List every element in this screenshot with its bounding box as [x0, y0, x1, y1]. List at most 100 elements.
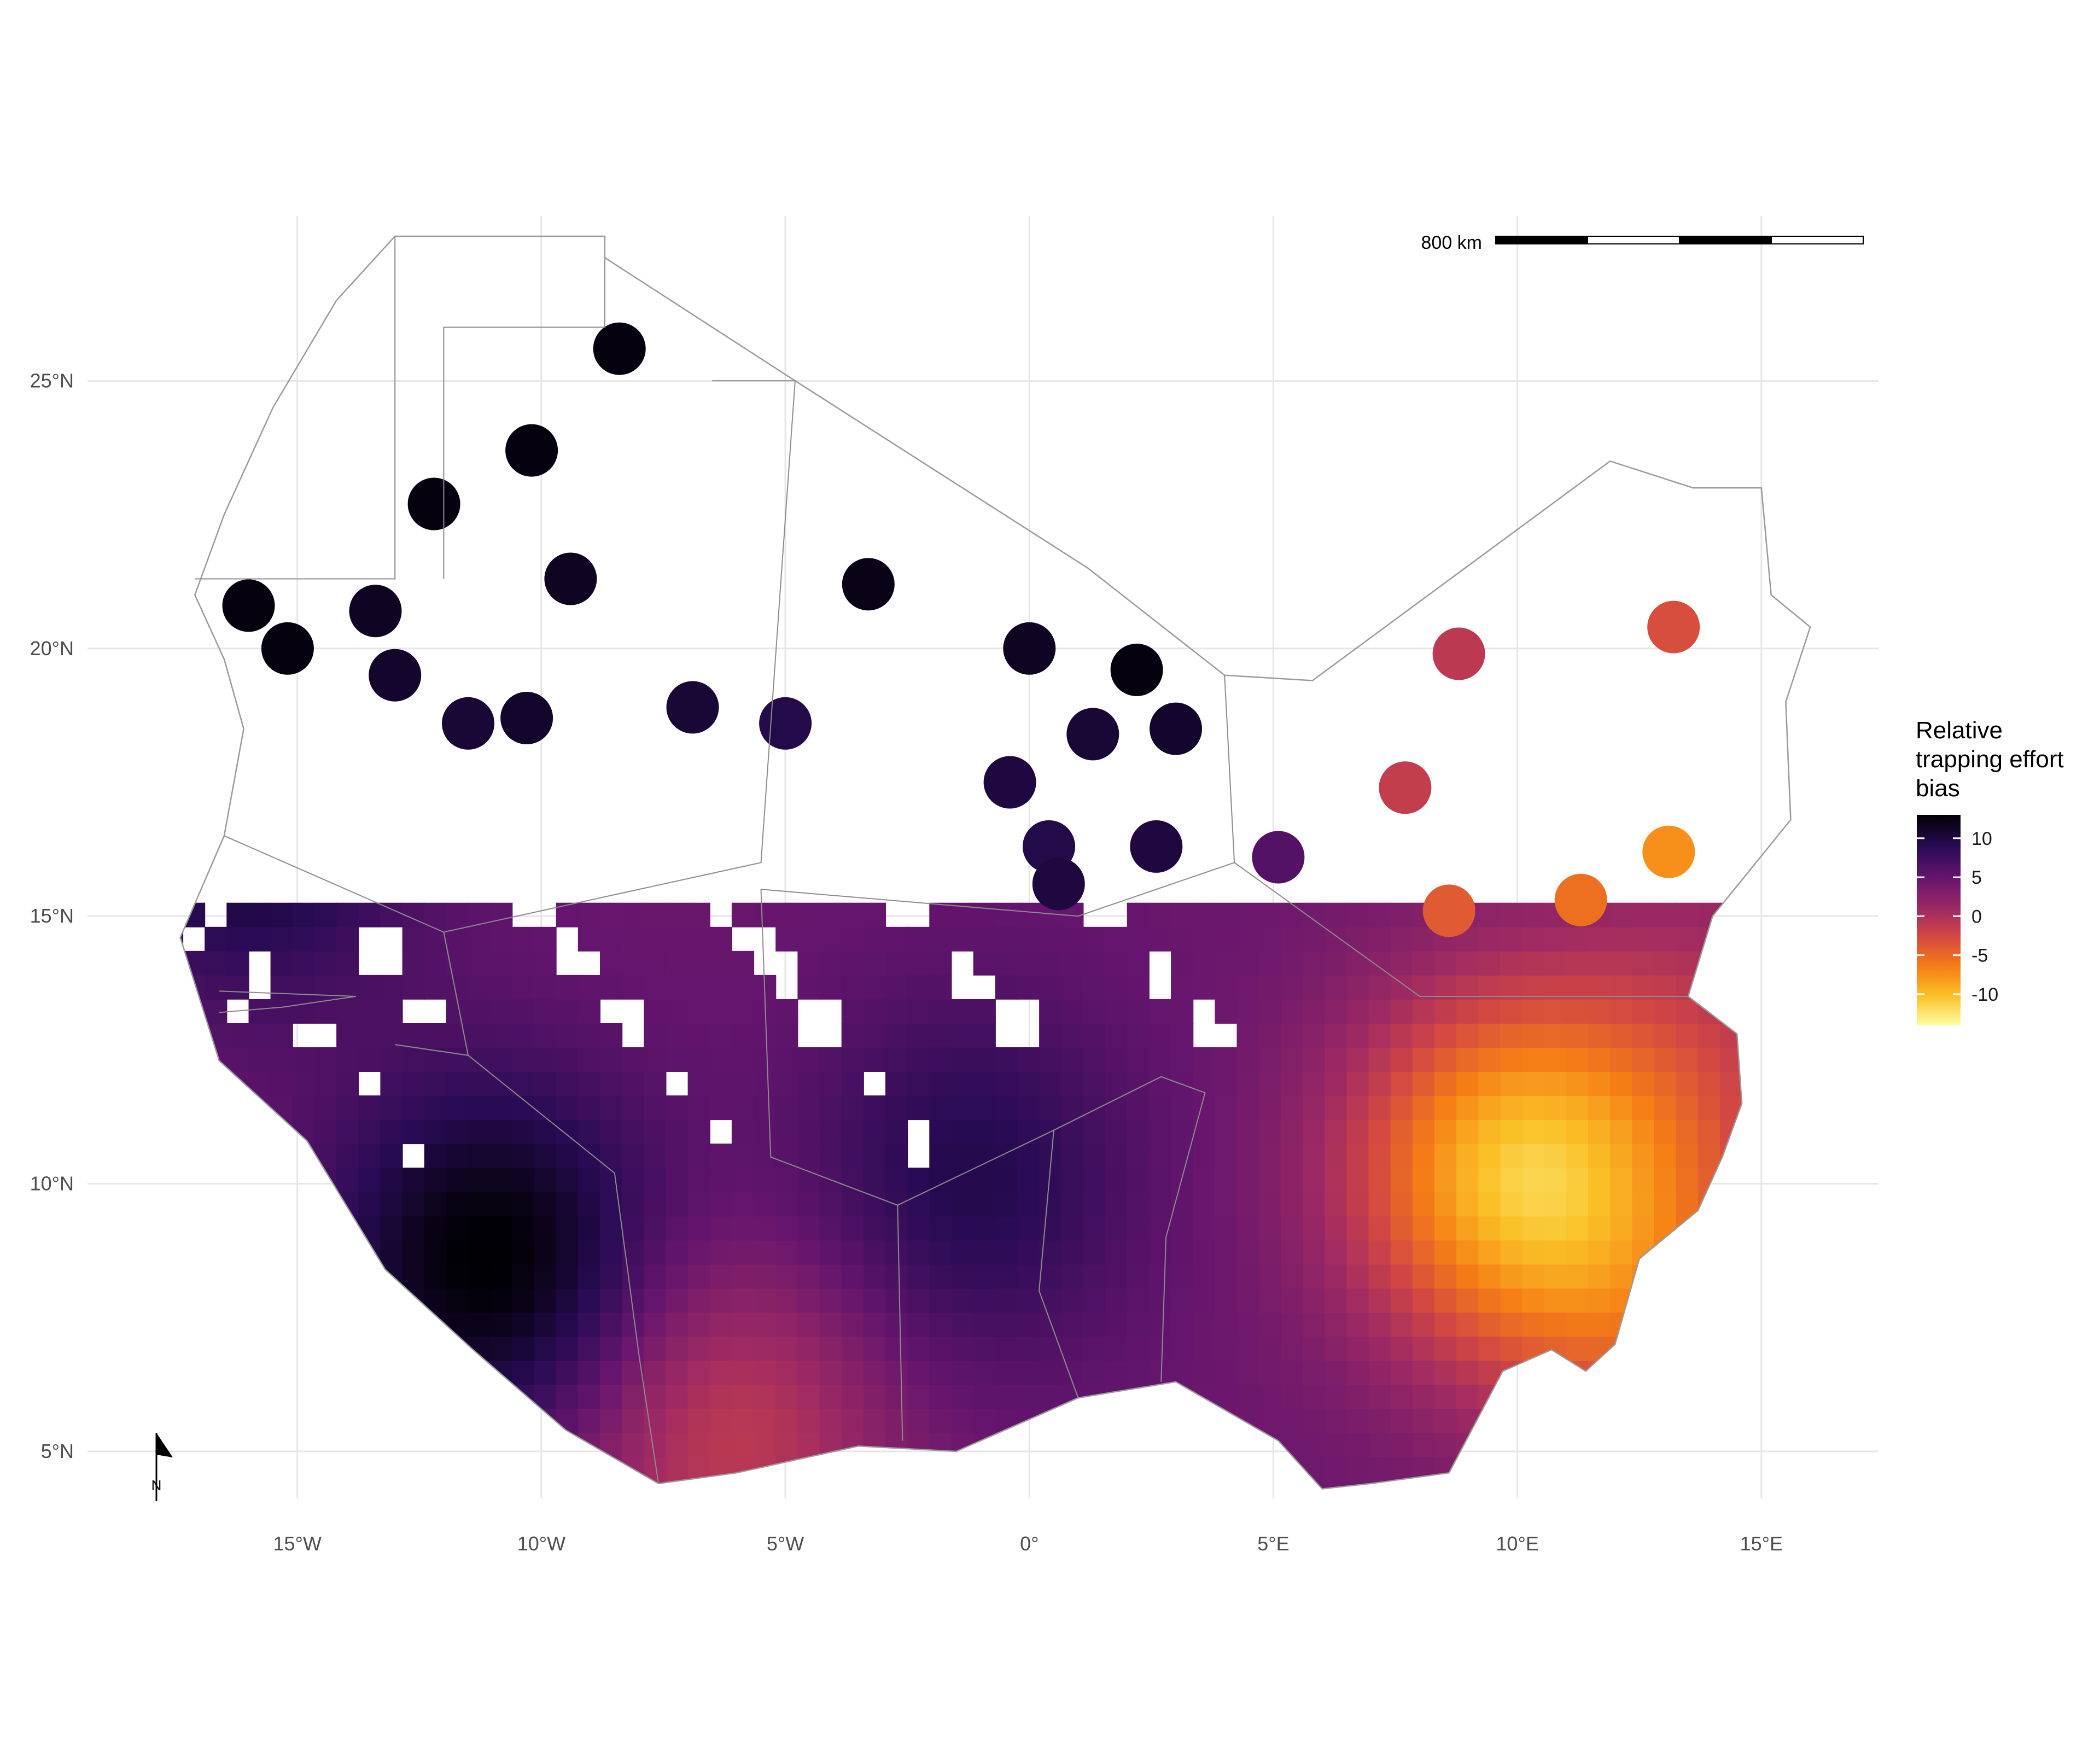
bias-cell: [1632, 1240, 1655, 1265]
bias-cell: [666, 1408, 689, 1433]
bias-cell: [973, 1119, 996, 1145]
bias-cell: [1610, 1095, 1633, 1121]
bias-cell: [1522, 1144, 1545, 1169]
bias-cell: [446, 1384, 469, 1409]
bias-cell: [402, 1360, 425, 1385]
bias-cell: [1522, 999, 1545, 1024]
bias-cell: [490, 1192, 513, 1217]
bias-cell: [1039, 1456, 1062, 1481]
bias-cell: [709, 1432, 732, 1457]
bias-cell: [1303, 1360, 1326, 1385]
bias-cell: [731, 1168, 755, 1193]
bias-cell: [1676, 950, 1699, 976]
bias-cell: [995, 1047, 1018, 1072]
bias-cell: [731, 1071, 755, 1096]
bias-cell: [490, 1216, 513, 1241]
country-border: [395, 1044, 469, 1056]
bias-cell: [1346, 1336, 1369, 1361]
bias-cell: [1083, 926, 1106, 952]
bias-cell: [644, 1192, 667, 1217]
bias-cell: [1061, 1095, 1084, 1121]
bias-cell: [512, 1336, 535, 1361]
bias-cell: [929, 975, 952, 1000]
bias-cell: [709, 1047, 732, 1072]
bias-cell: [183, 1095, 206, 1121]
bias-cell: [1171, 1023, 1194, 1048]
bias-cell: [1698, 1071, 1720, 1096]
bias-cell: [644, 999, 667, 1024]
bias-cell: [402, 950, 425, 976]
bias-cell: [709, 1408, 732, 1433]
bias-cell: [1325, 999, 1348, 1024]
bias-cell: [180, 1023, 184, 1048]
bias-cell: [1610, 1480, 1633, 1489]
bias-cell: [1303, 1168, 1326, 1193]
bias-cell: [1236, 902, 1259, 928]
bias-cell: [731, 1288, 755, 1313]
bias-cell: [1017, 1480, 1040, 1489]
bias-cell: [183, 1288, 206, 1313]
bias-cell: [1478, 1456, 1501, 1481]
bias-cell: [973, 1023, 996, 1048]
bias-cell: [336, 1119, 359, 1145]
bias-cell: [995, 1288, 1018, 1313]
bias-cell: [1698, 975, 1720, 1000]
bias-cell: [687, 975, 710, 1000]
bias-cell: [841, 1312, 864, 1337]
bias-cell: [1148, 1408, 1172, 1433]
bias-cell: [1588, 950, 1611, 976]
bias-cell: [1061, 1240, 1084, 1265]
bias-cell: [1303, 926, 1326, 952]
bias-cell: [314, 1456, 337, 1481]
bias-cell: [1390, 975, 1413, 1000]
bias-cell: [1017, 1095, 1040, 1121]
bias-cell: [841, 1192, 864, 1217]
bias-cluster: [759, 697, 812, 750]
bias-cell: [380, 1360, 403, 1385]
bias-cell: [358, 1023, 381, 1048]
bias-cell: [1148, 1264, 1172, 1289]
country-border: [195, 236, 396, 580]
bias-cell: [666, 1336, 689, 1361]
bias-cell: [270, 1480, 293, 1489]
bias-cell: [819, 975, 842, 1000]
bias-cell: [929, 902, 952, 928]
bias-cell: [1105, 1264, 1128, 1289]
bias-cell: [534, 975, 557, 1000]
longitude-tick-label: 10°W: [517, 1532, 565, 1555]
bias-cell: [534, 1023, 557, 1048]
bias-cell: [358, 902, 381, 928]
bias-cell: [907, 1432, 930, 1457]
bias-cell: [1346, 1119, 1369, 1145]
bias-cell: [314, 1384, 337, 1409]
bias-cell: [512, 1288, 535, 1313]
bias-cell: [336, 1336, 359, 1361]
bias-cell: [446, 1432, 469, 1457]
bias-cell: [512, 975, 535, 1000]
bias-cell: [731, 1119, 755, 1145]
bias-cluster: [593, 322, 646, 375]
bias-cell: [248, 1408, 271, 1433]
bias-cell: [1720, 1480, 1743, 1489]
bias-cell: [1258, 1264, 1281, 1289]
bias-cell: [1171, 1119, 1194, 1145]
bias-cell: [1017, 1119, 1040, 1145]
bias-cell: [1588, 1023, 1611, 1048]
bias-cell: [1236, 1119, 1259, 1145]
bias-cell: [270, 1071, 293, 1096]
bias-cell: [1258, 950, 1281, 976]
bias-cell: [1039, 1312, 1062, 1337]
bias-cell: [1171, 1480, 1194, 1489]
bias-cell: [1522, 1095, 1545, 1121]
bias-cell: [1236, 1216, 1259, 1241]
bias-cell: [402, 1192, 425, 1217]
bias-cell: [1566, 1192, 1589, 1217]
bias-cell: [1368, 1384, 1391, 1409]
bias-cell: [1193, 1216, 1216, 1241]
bias-cell: [1105, 1384, 1128, 1409]
bias-cell: [1017, 1312, 1040, 1337]
bias-cell: [622, 1384, 645, 1409]
bias-cell: [885, 1144, 908, 1169]
bias-cell: [1434, 1264, 1457, 1289]
bias-cell: [270, 1312, 293, 1337]
